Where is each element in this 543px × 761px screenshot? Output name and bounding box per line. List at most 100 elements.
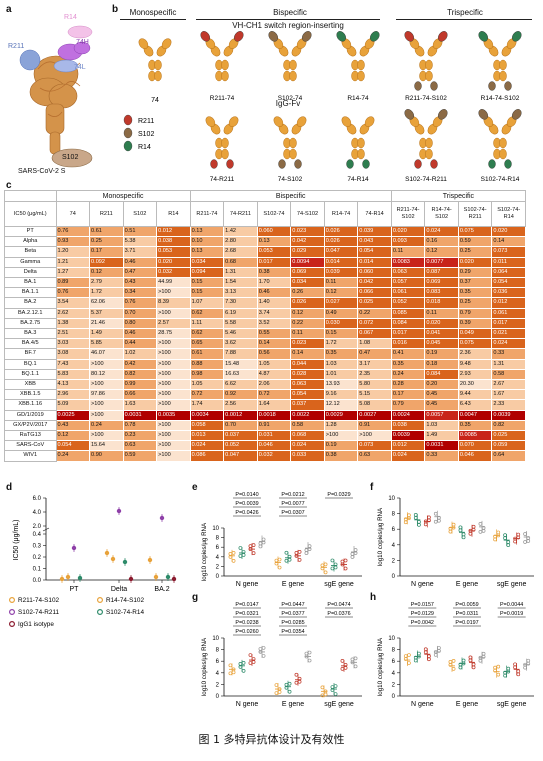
ic50-cell: 0.0031 xyxy=(122,409,158,421)
plot-f: 0 2 4 6 8 10 log10 copies/μg RNA N gene E gene sg… xyxy=(377,496,534,588)
fv-domain xyxy=(404,31,414,42)
ic50-cell: 0.88 xyxy=(189,358,225,370)
p-value-label: P=0.0238 xyxy=(235,620,258,626)
ic50-cell: 0.11 xyxy=(290,328,325,340)
igg-fv-label: IgG-Fv xyxy=(275,99,301,108)
y-tick-label: 0.3 xyxy=(33,544,42,550)
ic50-cell: 0.033 xyxy=(290,450,325,462)
ic50-cell: 4.13 xyxy=(55,379,91,391)
x-tick-label: N gene xyxy=(411,581,434,588)
ic50-cell: 7.43 xyxy=(55,358,91,370)
data-point xyxy=(437,518,441,523)
y-tick-label: 4 xyxy=(392,543,396,549)
legend-label: R14-74-S102 xyxy=(106,597,144,604)
data-point xyxy=(516,532,521,537)
fv-domain xyxy=(414,81,422,91)
data-point xyxy=(513,662,517,667)
ic50-cell: 0.0034 xyxy=(189,409,225,421)
fv-domain xyxy=(362,159,370,169)
data-point xyxy=(496,533,501,538)
ic50-cell: 21.46 xyxy=(89,317,124,330)
data-point xyxy=(274,683,279,687)
antibody-domain xyxy=(296,116,307,128)
ic50-cell: >100 xyxy=(89,379,124,391)
data-point xyxy=(451,666,456,671)
ic50-cell: 0.075 xyxy=(457,338,493,350)
ic50-header: IC50 (μg/mL) xyxy=(4,201,57,227)
data-point xyxy=(496,672,501,677)
data-point xyxy=(461,535,466,540)
fc-domain xyxy=(221,70,229,82)
ic50-cell: 0.067 xyxy=(357,328,392,340)
column-header: S102-74-R211 xyxy=(457,201,493,227)
data-point xyxy=(238,664,243,669)
ic50-cell: 7.30 xyxy=(223,297,258,309)
ic50-cell: 0.35 xyxy=(390,358,426,370)
ic50-cell: 2.33 xyxy=(491,399,526,411)
p-value-label: P=0.0376 xyxy=(327,611,350,617)
fv-domain xyxy=(488,81,496,91)
ic50-cell: 0.043 xyxy=(357,236,392,248)
data-point xyxy=(340,559,345,564)
data-point xyxy=(258,647,263,651)
ic50-cell: 0.41 xyxy=(390,348,426,360)
spike-structure-image xyxy=(19,25,93,168)
row-label: XBB.1.5 xyxy=(4,389,57,401)
data-point xyxy=(526,539,531,543)
ic50-cell: 0.11 xyxy=(323,277,359,289)
y-axis-label: log10 copies/μg RNA xyxy=(201,637,208,696)
ic50-cell: 0.026 xyxy=(323,236,359,248)
x-tick-label: N gene xyxy=(236,701,259,708)
data-point xyxy=(261,654,266,658)
data-point xyxy=(297,549,302,554)
ic50-cell: 1.38 xyxy=(55,317,91,330)
p-value-label: P=0.0307 xyxy=(281,510,304,516)
ic50-cell: 5.37 xyxy=(89,307,124,319)
ic50-cell: 3.74 xyxy=(256,307,292,319)
ic50-cell: 0.56 xyxy=(256,348,292,360)
ic50-cell: 0.17 xyxy=(390,389,426,401)
fv-domain xyxy=(370,31,380,42)
ic50-cell: 0.0057 xyxy=(424,409,459,421)
data-point xyxy=(294,550,299,555)
ic50-cell: 0.37 xyxy=(457,277,493,289)
data-point xyxy=(403,520,408,525)
fv-domain xyxy=(430,159,438,169)
fc-domain xyxy=(499,148,507,160)
ic50-cell: 0.018 xyxy=(424,297,459,309)
ic50-cell: 0.0039 xyxy=(390,430,426,442)
ic50-cell: 0.021 xyxy=(491,328,526,340)
ic50-cell: 28.75 xyxy=(156,328,191,340)
row-label: SARS-CoV xyxy=(4,440,57,452)
ic50-cell: 0.24 xyxy=(89,419,124,432)
ic50-cell: 0.034 xyxy=(189,256,225,268)
data-point xyxy=(248,544,253,548)
ic50-cell: 1.05 xyxy=(256,358,292,370)
x-tick-label: E gene xyxy=(456,581,478,588)
fc-domain xyxy=(154,59,162,71)
data-point xyxy=(496,664,501,669)
antibody-domain xyxy=(273,116,284,128)
legend-marker xyxy=(96,608,103,615)
ic50-cell: 0.024 xyxy=(424,225,459,238)
data-point xyxy=(433,519,438,524)
y-tick-label: 6 xyxy=(216,545,220,551)
p-value-label: P=0.0044 xyxy=(500,602,523,608)
row-label: XBB xyxy=(4,379,57,391)
table-row: Alpha 0.93 0.25 5.38 0.038 0.10 2.80 0.13 0.042 0… xyxy=(4,236,526,248)
data-point xyxy=(153,574,159,580)
ic50-cell: 0.45 xyxy=(424,399,459,411)
data-point xyxy=(506,666,511,671)
ic50-cell: >100 xyxy=(89,399,124,411)
data-point xyxy=(297,679,302,684)
fv-domain xyxy=(346,159,354,169)
p-value-label: P=0.0321 xyxy=(235,611,258,617)
data-point xyxy=(261,646,266,650)
ic50-cell: >100 xyxy=(156,338,191,350)
ic50-cell: 0.026 xyxy=(323,225,359,238)
ic50-cell: 0.039 xyxy=(323,266,359,279)
ic50-cell: 1.42 xyxy=(223,225,258,238)
antibody-domain xyxy=(228,116,239,128)
y-tick-label: 10 xyxy=(212,636,219,642)
antibody-icon xyxy=(205,116,239,169)
